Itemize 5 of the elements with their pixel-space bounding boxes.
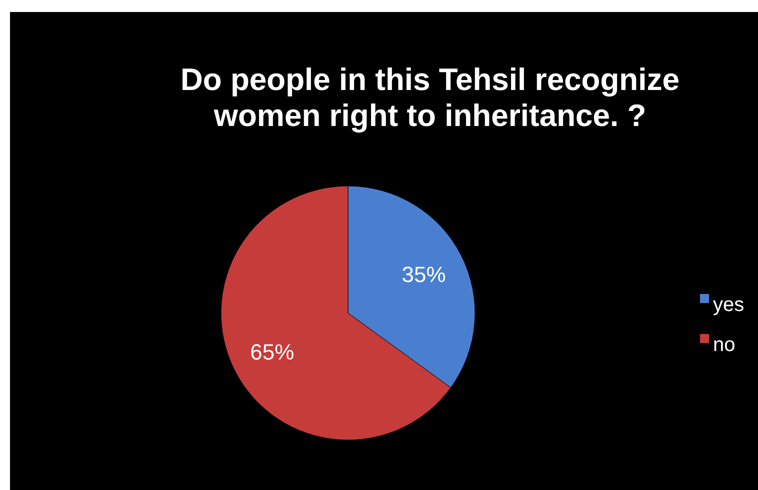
data-label: 65% <box>250 339 294 364</box>
legend-label: no <box>713 334 736 356</box>
data-label: 35% <box>402 262 446 288</box>
legend-label: yes <box>713 294 744 316</box>
chart-title: Do people in this Tehsil recognize women right to inheritance. ? <box>180 62 680 133</box>
